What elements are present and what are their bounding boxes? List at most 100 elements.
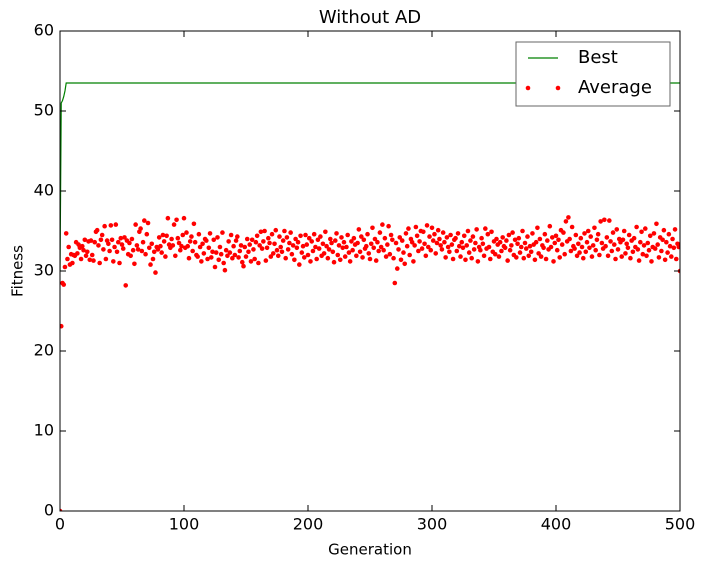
average-dot: [212, 264, 218, 270]
average-dot: [438, 243, 443, 248]
average-dot: [165, 215, 171, 221]
average-dot: [324, 243, 329, 249]
average-dot: [620, 237, 626, 243]
average-dot: [515, 241, 520, 247]
average-dot: [625, 245, 631, 251]
average-dot: [246, 249, 251, 255]
average-dot: [526, 253, 532, 259]
average-dot: [461, 233, 467, 239]
average-dot: [578, 235, 584, 241]
average-dot: [217, 244, 223, 250]
average-dot: [664, 239, 669, 245]
average-dot: [543, 256, 549, 262]
average-dot: [541, 245, 546, 251]
average-dot: [445, 244, 451, 250]
average-dot: [647, 233, 653, 239]
average-dot: [117, 260, 122, 266]
average-dot: [538, 254, 544, 259]
average-dot: [585, 228, 591, 234]
average-dot: [562, 251, 567, 257]
average-dot: [98, 237, 104, 243]
average-dot: [146, 245, 152, 251]
average-dot: [579, 244, 585, 250]
average-dot: [270, 251, 276, 256]
average-dot: [593, 247, 598, 253]
average-dot: [118, 235, 124, 241]
average-dot: [149, 241, 155, 247]
average-dot: [619, 254, 625, 259]
average-dot: [201, 251, 207, 256]
average-dot: [228, 232, 234, 238]
average-dot: [230, 255, 235, 261]
average-dot: [665, 250, 670, 255]
average-dot: [132, 261, 137, 267]
average-dot: [433, 251, 439, 256]
average-dot: [238, 243, 244, 248]
average-dot: [502, 245, 508, 251]
average-dot: [599, 240, 605, 246]
average-dot: [421, 229, 426, 235]
average-dot: [639, 229, 644, 235]
average-dot: [497, 239, 503, 245]
average-dot: [192, 239, 198, 245]
average-dot: [419, 246, 425, 251]
average-dot: [326, 247, 332, 252]
average-dot: [361, 237, 367, 243]
average-dot: [475, 259, 481, 264]
average-dot: [525, 234, 530, 239]
average-dot: [649, 259, 654, 264]
average-dot: [417, 239, 422, 244]
average-dot: [242, 244, 248, 250]
average-dot: [144, 231, 150, 237]
average-dot: [589, 254, 595, 259]
average-dot: [641, 243, 647, 248]
average-dot: [390, 237, 395, 243]
average-dot: [258, 229, 264, 235]
average-dot: [427, 234, 432, 239]
average-dot: [542, 231, 548, 237]
average-dot: [119, 242, 125, 247]
average-dot: [336, 243, 342, 248]
average-dot: [588, 234, 594, 239]
average-dot: [252, 256, 257, 262]
average-dot: [455, 231, 461, 236]
average-dot: [463, 257, 468, 263]
average-dot: [65, 256, 70, 262]
average-dot: [60, 323, 64, 329]
average-dot: [159, 250, 164, 255]
average-dot: [551, 259, 556, 264]
average-dot: [577, 250, 582, 255]
average-dot: [429, 225, 435, 231]
average-dot: [413, 224, 419, 230]
average-dot: [661, 227, 667, 233]
average-dot: [163, 254, 168, 259]
average-dot: [533, 239, 539, 245]
average-dot: [604, 235, 610, 240]
average-dot: [339, 235, 344, 240]
average-dot: [340, 245, 346, 251]
average-dot: [430, 238, 436, 243]
average-dot: [256, 260, 261, 266]
plot-area: [60, 82, 680, 511]
average-dot: [595, 231, 601, 237]
average-dot: [466, 250, 472, 255]
average-dot: [226, 239, 231, 244]
average-dot: [290, 243, 296, 248]
average-dot: [191, 221, 197, 227]
average-dot: [505, 258, 510, 263]
average-dot: [504, 238, 509, 243]
average-dot: [522, 240, 528, 246]
average-dot: [221, 260, 226, 266]
average-dot: [563, 219, 569, 224]
average-dot: [580, 255, 586, 261]
average-dot: [303, 232, 308, 238]
x-tick-label: 500: [665, 515, 696, 534]
x-tick-label: 100: [169, 515, 200, 534]
average-dot: [535, 225, 540, 231]
average-dot: [573, 232, 579, 238]
average-dot: [517, 250, 523, 255]
average-dot: [325, 255, 331, 261]
average-dot: [106, 241, 111, 247]
average-dot: [293, 236, 298, 242]
average-dot: [666, 231, 672, 237]
